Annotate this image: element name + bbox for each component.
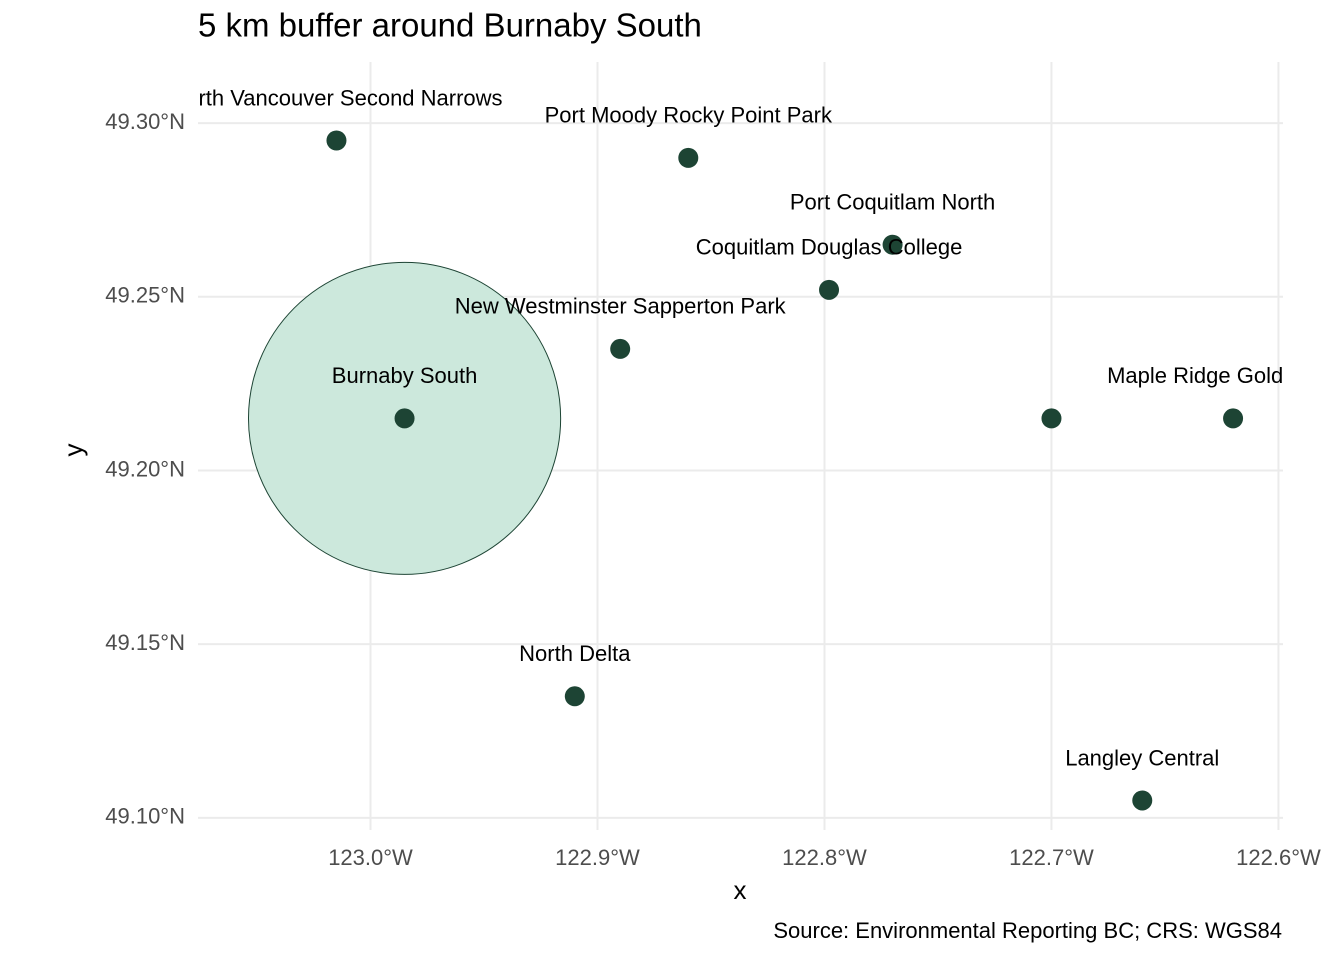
x-tick-label: 122.7°W xyxy=(1009,845,1094,870)
point-label: North Delta xyxy=(519,641,631,666)
plot-panel: North Vancouver Second Narrows Port Moody… xyxy=(170,62,1344,830)
y-tick-label: 49.10°N xyxy=(105,804,185,829)
point xyxy=(1041,408,1062,429)
point xyxy=(610,338,631,359)
chart-title: 5 km buffer around Burnaby South xyxy=(198,7,702,44)
x-tick-label: 122.8°W xyxy=(782,845,867,870)
point xyxy=(326,130,347,151)
point-label: Port Coquitlam North xyxy=(790,190,995,215)
x-tick-label: 122.6°W xyxy=(1236,845,1321,870)
point-label: New Westminster Sapperton Park xyxy=(455,294,787,319)
point-label: Maple Ridge Golden Ears xyxy=(1107,363,1344,388)
x-tick-label: 122.9°W xyxy=(555,845,640,870)
point-label: Burnaby South xyxy=(332,363,478,388)
x-tick-label: 123.0°W xyxy=(328,845,413,870)
y-tick-label: 49.15°N xyxy=(105,630,185,655)
x-axis-label: x xyxy=(734,875,747,905)
point xyxy=(394,408,415,429)
point xyxy=(819,279,840,300)
y-tick-label: 49.30°N xyxy=(105,109,185,134)
point-label: North Vancouver Second Narrows xyxy=(170,85,502,110)
y-axis-label: y xyxy=(58,444,88,457)
point xyxy=(1132,790,1153,811)
y-tick-label: 49.20°N xyxy=(105,456,185,481)
point xyxy=(564,686,585,707)
caption: Source: Environmental Reporting BC; CRS:… xyxy=(773,918,1282,943)
point xyxy=(678,147,699,168)
point-label: Langley Central xyxy=(1065,745,1219,770)
point-label: Coquitlam Douglas College xyxy=(696,235,963,260)
point-label: Port Moody Rocky Point Park xyxy=(545,103,833,128)
point xyxy=(1223,408,1244,429)
y-tick-label: 49.25°N xyxy=(105,283,185,308)
point xyxy=(882,234,903,255)
